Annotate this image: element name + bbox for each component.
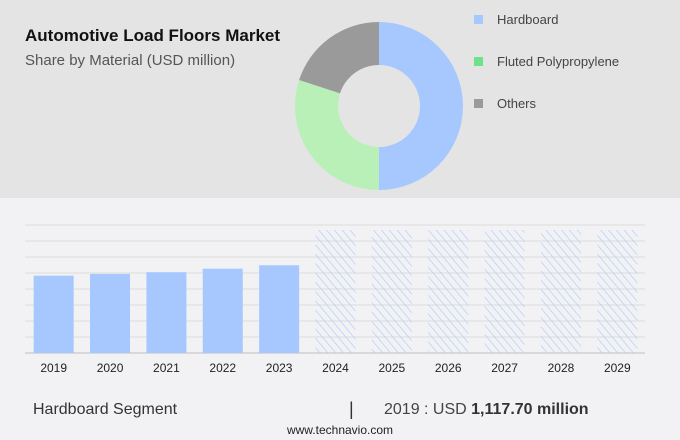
x-tick-label: 2025: [379, 361, 406, 375]
separator: |: [349, 399, 354, 419]
forecast-bar-2027: [484, 230, 525, 353]
bar-2023: [259, 265, 300, 353]
chart-subtitle: Share by Material (USD million): [25, 52, 236, 69]
donut-slice-others: [299, 21, 379, 94]
x-tick-label: 2026: [435, 361, 462, 375]
x-tick-label: 2023: [266, 361, 293, 375]
legend-hardboard: Hardboard: [474, 12, 558, 27]
legend-swatch: [474, 99, 483, 108]
x-tick-label: 2020: [97, 361, 124, 375]
x-tick-label: 2029: [604, 361, 631, 375]
legend-label: Others: [497, 96, 537, 111]
year-label: 2019 : USD: [384, 401, 472, 418]
chart-title: Automotive Load Floors Market: [25, 26, 281, 45]
bar-2022: [202, 268, 243, 353]
x-tick-label: 2028: [548, 361, 575, 375]
legend-label: Fluted Polypropylene: [497, 54, 620, 69]
website: www.technavio.com: [286, 423, 394, 437]
value-amount: 1,117.70 million: [471, 401, 589, 418]
forecast-bar-2024: [315, 230, 356, 353]
x-tick-label: 2021: [153, 361, 180, 375]
forecast-bar-2026: [428, 230, 469, 353]
donut-slice-hardboard: [379, 22, 463, 190]
bar-2021: [146, 272, 187, 353]
legend-fluted: Fluted Polypropylene: [474, 54, 619, 69]
forecast-bar-2025: [371, 230, 412, 353]
forecast-bar-2028: [540, 230, 581, 353]
legend-others: Others: [474, 96, 536, 111]
bar-2020: [90, 273, 131, 353]
bar-2019: [33, 275, 74, 353]
donut-slice-fluted-polypropylene: [295, 80, 379, 190]
x-tick-label: 2022: [209, 361, 236, 375]
legend-swatch: [474, 15, 483, 24]
x-tick-label: 2024: [322, 361, 349, 375]
legend-label: Hardboard: [497, 12, 559, 27]
x-tick-label: 2019: [40, 361, 67, 375]
segment-label: Hardboard Segment: [33, 401, 178, 418]
legend-swatch: [474, 57, 483, 66]
x-tick-label: 2027: [491, 361, 518, 375]
forecast-bar-2029: [597, 230, 638, 353]
segment-value: 2019 : USD 1,117.70 million: [384, 401, 589, 419]
